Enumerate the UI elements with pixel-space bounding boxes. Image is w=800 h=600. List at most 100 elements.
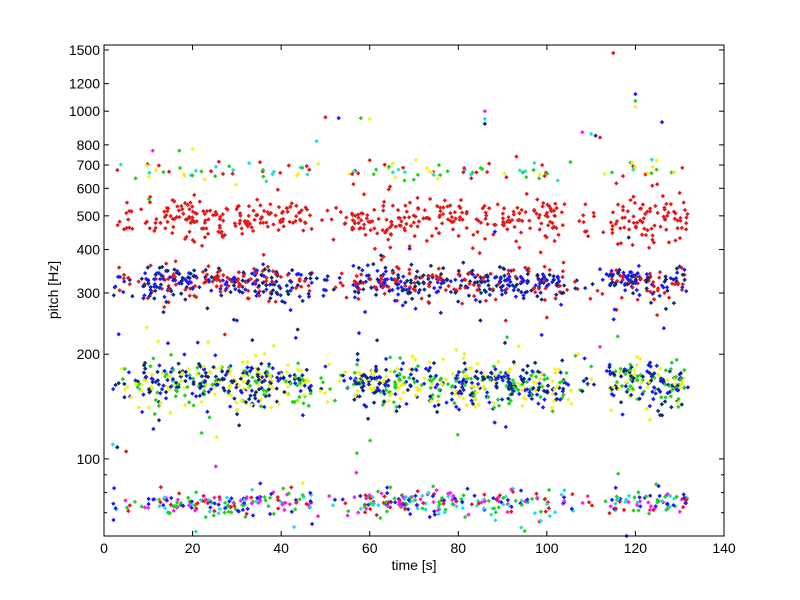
data-point <box>623 384 629 389</box>
data-point <box>187 216 192 221</box>
data-point <box>654 363 660 369</box>
data-point <box>649 170 654 176</box>
data-point <box>275 494 280 500</box>
data-point <box>256 366 261 372</box>
data-point <box>471 232 476 237</box>
data-point <box>165 219 170 225</box>
data-point <box>622 225 627 230</box>
data-point <box>158 282 164 287</box>
data-point <box>538 518 543 524</box>
data-point <box>449 397 455 402</box>
data-point <box>427 514 432 520</box>
data-point <box>544 210 550 216</box>
data-point <box>208 386 214 392</box>
data-point <box>170 367 176 373</box>
data-point <box>278 274 284 280</box>
data-point <box>249 366 255 371</box>
data-point <box>314 138 319 144</box>
data-point <box>151 356 156 361</box>
data-point <box>288 288 293 293</box>
data-point <box>229 496 234 501</box>
data-point <box>249 225 254 230</box>
data-point <box>655 500 660 505</box>
data-point <box>683 500 688 506</box>
data-point <box>406 507 411 512</box>
data-point <box>611 50 616 56</box>
data-point <box>362 510 368 515</box>
data-point <box>534 392 540 397</box>
data-point <box>130 293 135 299</box>
data-point <box>358 506 364 511</box>
data-point <box>626 219 632 224</box>
data-point <box>408 383 413 388</box>
data-point <box>262 404 267 410</box>
data-point <box>434 203 440 209</box>
data-point <box>521 376 527 381</box>
data-point <box>625 209 631 214</box>
data-point <box>250 228 256 234</box>
data-point <box>352 221 358 226</box>
data-point <box>146 281 151 286</box>
data-point <box>142 293 147 298</box>
data-point <box>580 500 585 506</box>
data-point <box>210 279 215 284</box>
data-point <box>611 317 616 322</box>
data-point <box>581 213 586 218</box>
data-point <box>165 377 170 383</box>
data-point <box>113 382 118 388</box>
data-point <box>395 286 401 291</box>
data-point <box>648 504 654 509</box>
data-point <box>681 504 686 510</box>
data-point <box>493 518 498 523</box>
data-point <box>677 190 682 196</box>
data-point <box>193 168 199 173</box>
data-point <box>197 393 203 398</box>
data-point <box>408 511 413 517</box>
data-point <box>646 245 652 250</box>
data-point <box>244 494 249 500</box>
data-point <box>519 387 525 393</box>
data-point <box>545 171 550 176</box>
data-point <box>289 201 294 206</box>
data-point <box>262 378 267 383</box>
data-point <box>146 405 151 410</box>
data-point <box>628 373 634 379</box>
data-point <box>557 279 562 284</box>
data-point <box>531 167 536 173</box>
data-point <box>278 293 283 298</box>
data-point <box>234 400 239 405</box>
data-point <box>628 362 633 367</box>
data-point <box>290 285 295 291</box>
data-point <box>613 485 618 490</box>
data-point <box>268 380 274 386</box>
data-point <box>456 233 461 239</box>
data-point <box>254 197 260 202</box>
data-point <box>627 367 633 373</box>
data-point <box>360 268 365 273</box>
data-point <box>518 488 524 493</box>
data-point <box>181 171 187 177</box>
data-point <box>516 387 521 393</box>
data-point <box>350 171 355 177</box>
data-point <box>156 339 161 344</box>
data-point <box>416 206 421 212</box>
data-point <box>461 165 467 171</box>
data-point <box>421 216 426 221</box>
data-point <box>222 232 228 238</box>
data-point <box>123 449 129 454</box>
data-point <box>176 271 182 277</box>
data-point <box>202 379 207 385</box>
data-point <box>183 378 188 384</box>
data-point <box>655 408 661 414</box>
data-point <box>397 404 402 409</box>
data-point <box>395 272 401 278</box>
data-point <box>481 385 487 391</box>
data-point <box>564 370 569 376</box>
data-point <box>404 287 409 293</box>
data-point <box>509 504 514 510</box>
data-point <box>581 219 586 225</box>
data-point <box>679 225 685 231</box>
data-point <box>493 372 499 378</box>
data-point <box>437 172 443 178</box>
data-point <box>561 260 566 265</box>
